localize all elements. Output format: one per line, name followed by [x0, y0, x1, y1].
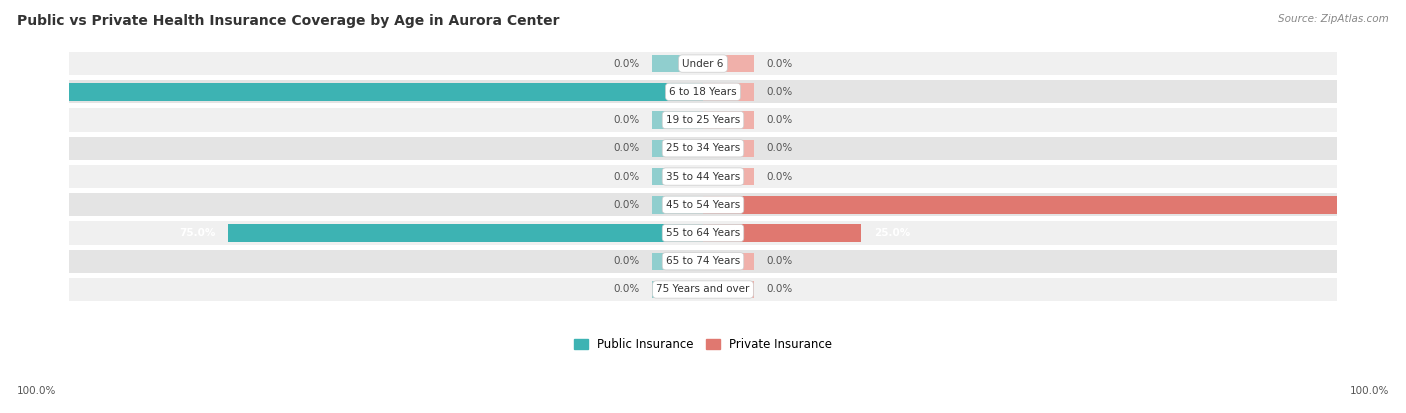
Text: 25 to 34 Years: 25 to 34 Years	[666, 143, 740, 153]
Bar	[652, 224, 703, 242]
Text: 0.0%: 0.0%	[613, 59, 640, 69]
Text: 0.0%: 0.0%	[766, 143, 793, 153]
Bar	[69, 83, 703, 101]
Text: 0.0%: 0.0%	[766, 87, 793, 97]
Text: 75 Years and over: 75 Years and over	[657, 285, 749, 294]
Bar	[703, 224, 754, 242]
Bar	[69, 109, 1337, 132]
Bar	[703, 196, 1337, 214]
Text: 55 to 64 Years: 55 to 64 Years	[666, 228, 740, 238]
Text: 100.0%: 100.0%	[1350, 200, 1393, 210]
Bar	[703, 281, 754, 298]
Text: 0.0%: 0.0%	[766, 285, 793, 294]
Bar	[652, 111, 703, 129]
Bar	[228, 224, 703, 242]
Bar	[703, 140, 754, 157]
Bar	[652, 252, 703, 270]
Bar	[652, 196, 703, 214]
Text: Under 6: Under 6	[682, 59, 724, 69]
Text: 45 to 54 Years: 45 to 54 Years	[666, 200, 740, 210]
Text: 100.0%: 100.0%	[13, 87, 56, 97]
Bar	[652, 140, 703, 157]
Text: 0.0%: 0.0%	[766, 171, 793, 182]
Text: 19 to 25 Years: 19 to 25 Years	[666, 115, 740, 125]
Bar	[652, 83, 703, 101]
Text: 0.0%: 0.0%	[766, 256, 793, 266]
Bar	[703, 83, 754, 101]
Text: 75.0%: 75.0%	[179, 228, 215, 238]
Bar	[69, 278, 1337, 301]
Bar	[69, 221, 1337, 244]
Text: 0.0%: 0.0%	[613, 256, 640, 266]
Text: 6 to 18 Years: 6 to 18 Years	[669, 87, 737, 97]
Bar	[69, 193, 1337, 216]
Text: 0.0%: 0.0%	[766, 59, 793, 69]
Bar	[703, 111, 754, 129]
Bar	[69, 250, 1337, 273]
Text: 0.0%: 0.0%	[766, 115, 793, 125]
Text: 100.0%: 100.0%	[1350, 387, 1389, 396]
Bar	[703, 55, 754, 72]
Bar	[69, 165, 1337, 188]
Bar	[703, 168, 754, 185]
Text: 0.0%: 0.0%	[613, 171, 640, 182]
Bar	[69, 52, 1337, 75]
Bar	[652, 281, 703, 298]
Text: Public vs Private Health Insurance Coverage by Age in Aurora Center: Public vs Private Health Insurance Cover…	[17, 14, 560, 28]
Text: 0.0%: 0.0%	[613, 115, 640, 125]
Bar	[652, 168, 703, 185]
Text: Source: ZipAtlas.com: Source: ZipAtlas.com	[1278, 14, 1389, 24]
Bar	[703, 224, 862, 242]
Legend: Public Insurance, Private Insurance: Public Insurance, Private Insurance	[569, 333, 837, 356]
Bar	[703, 252, 754, 270]
Bar	[69, 80, 1337, 103]
Text: 0.0%: 0.0%	[613, 143, 640, 153]
Text: 0.0%: 0.0%	[613, 285, 640, 294]
Text: 100.0%: 100.0%	[17, 387, 56, 396]
Text: 65 to 74 Years: 65 to 74 Years	[666, 256, 740, 266]
Text: 0.0%: 0.0%	[613, 200, 640, 210]
Bar	[69, 137, 1337, 160]
Bar	[703, 196, 754, 214]
Bar	[652, 55, 703, 72]
Text: 25.0%: 25.0%	[875, 228, 910, 238]
Text: 35 to 44 Years: 35 to 44 Years	[666, 171, 740, 182]
